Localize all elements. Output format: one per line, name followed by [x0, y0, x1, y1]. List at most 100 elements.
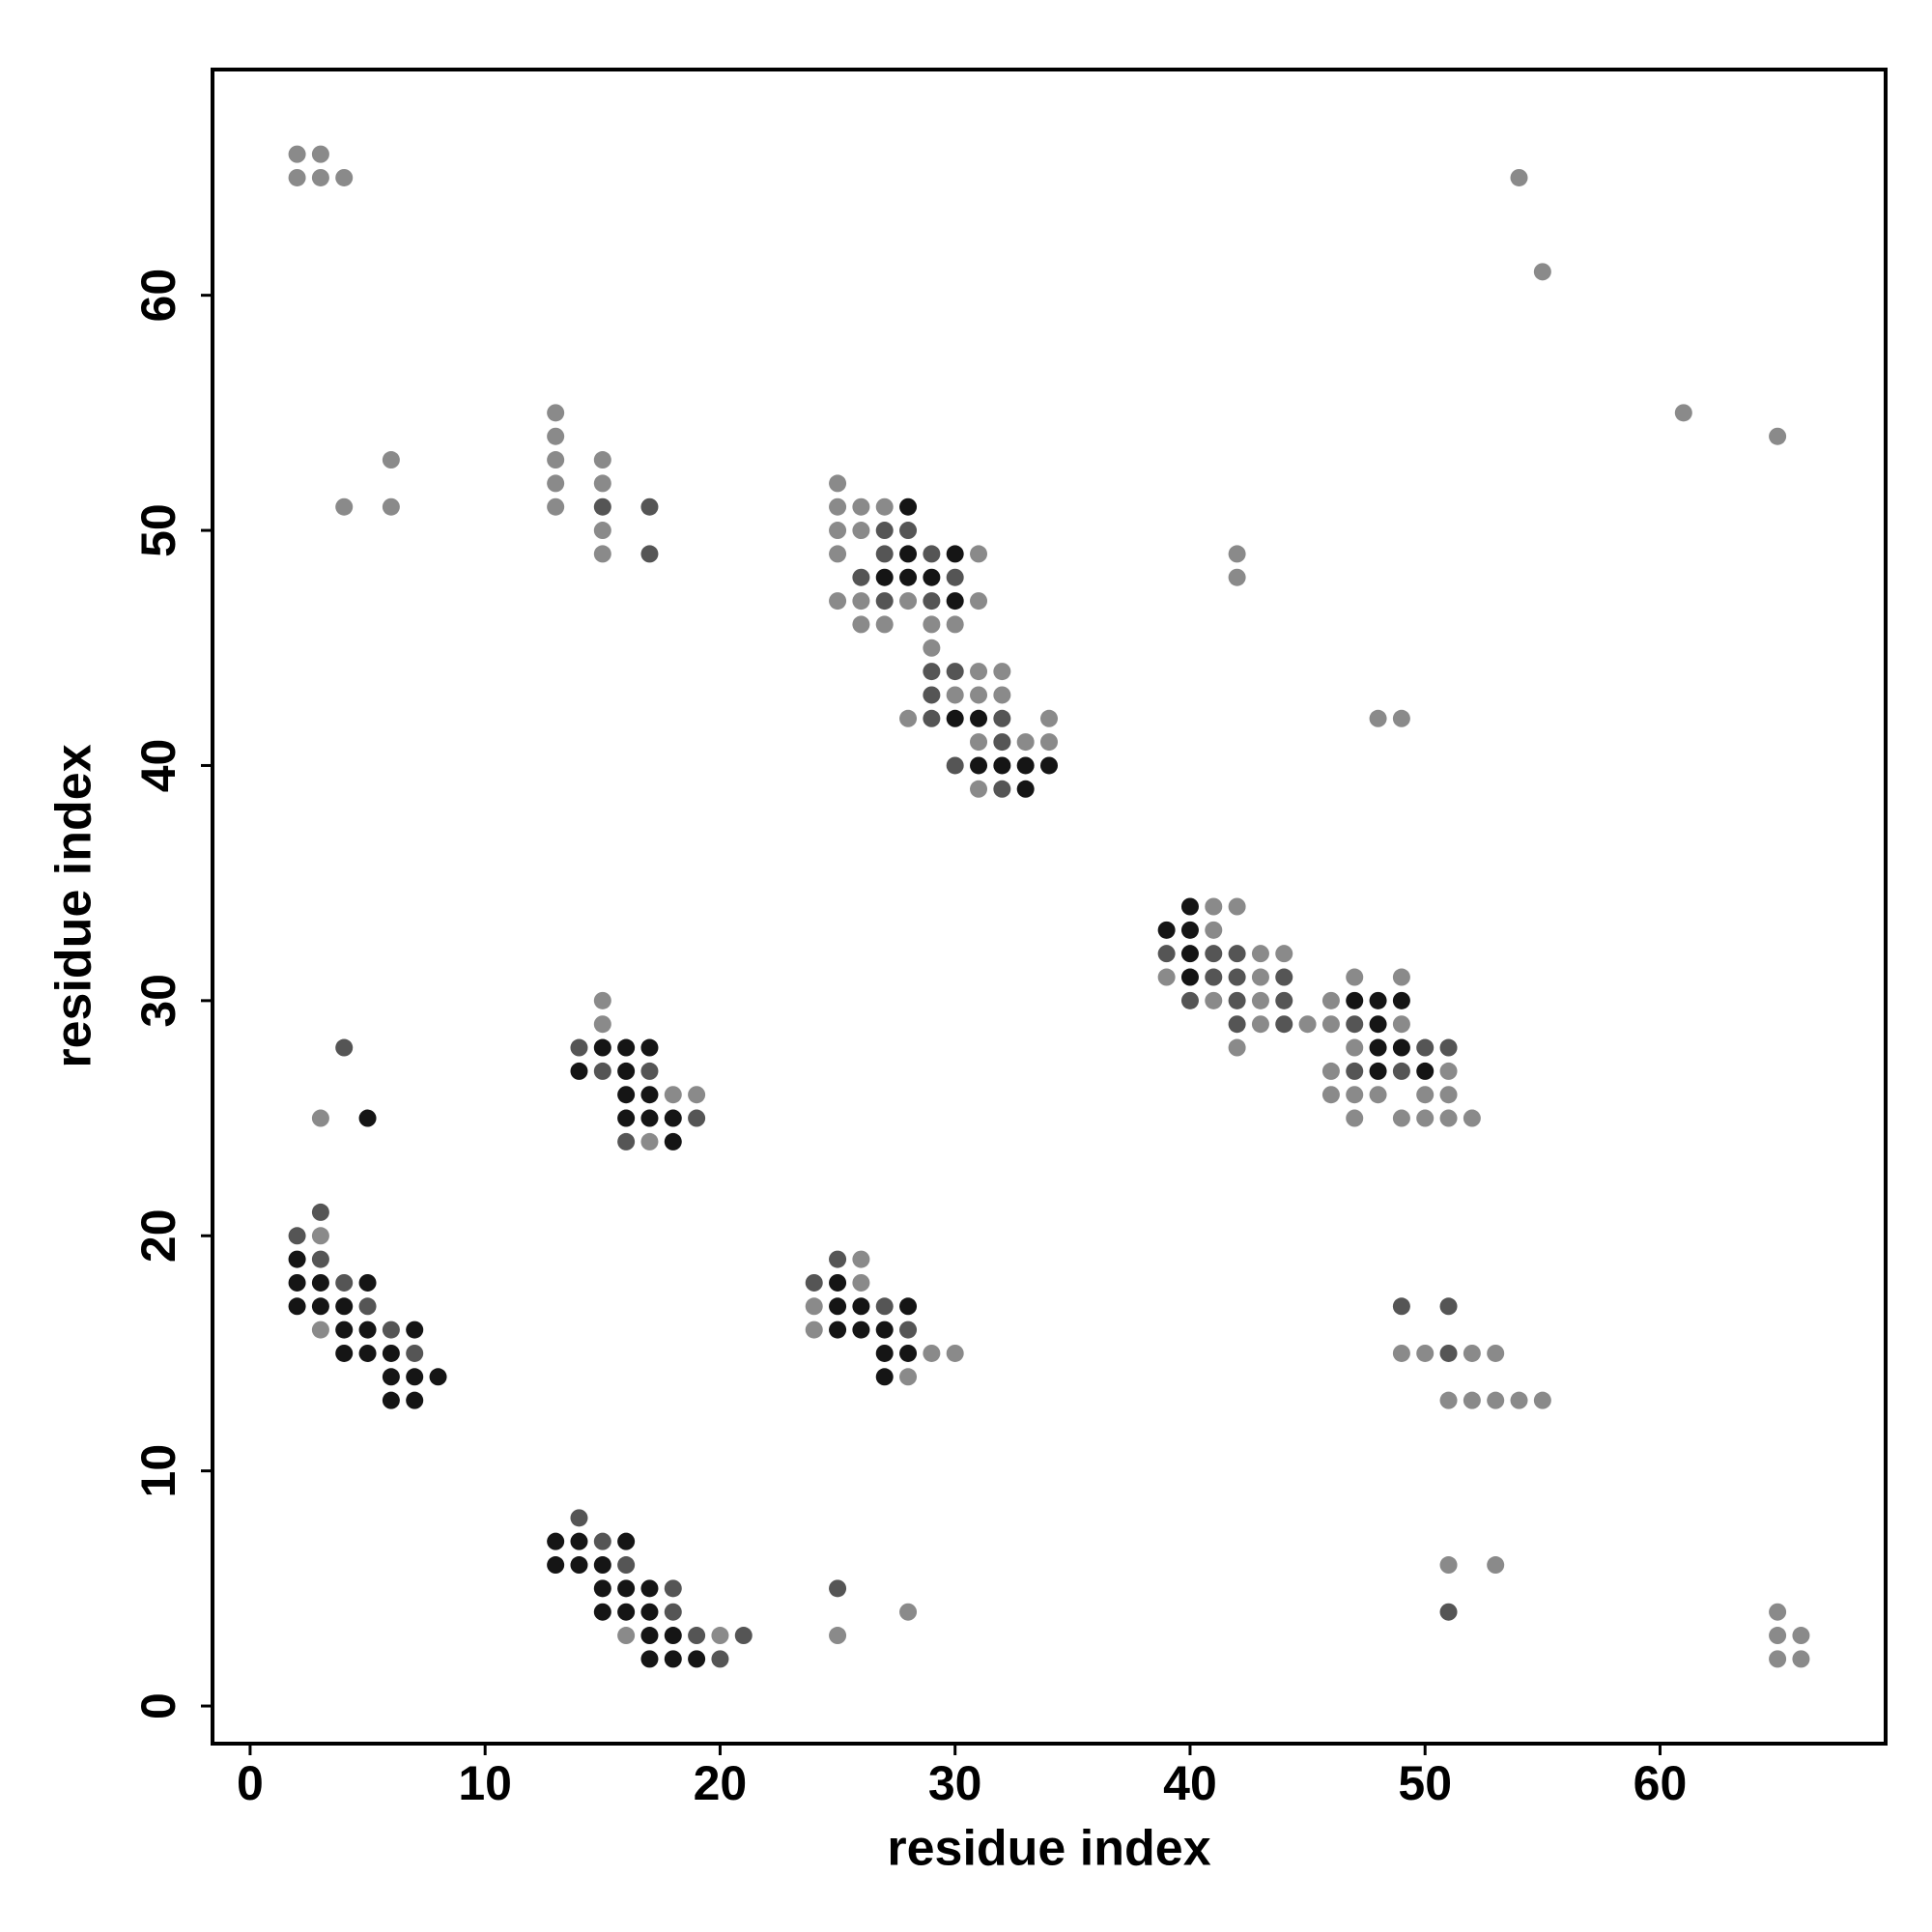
point [1040, 709, 1058, 727]
point [946, 686, 964, 704]
point [406, 1391, 424, 1409]
point [688, 1109, 706, 1127]
point [1346, 1109, 1364, 1127]
point [1439, 1086, 1458, 1104]
point [852, 1321, 870, 1339]
point [358, 1109, 377, 1127]
point [899, 1344, 918, 1362]
point [547, 427, 565, 445]
point [875, 592, 894, 611]
point [1416, 1062, 1435, 1080]
point [335, 1038, 354, 1057]
point [358, 1297, 377, 1316]
point [1321, 991, 1340, 1009]
point [875, 497, 894, 516]
x-tick-label: 30 [928, 1756, 982, 1810]
point [1228, 545, 1246, 563]
point [852, 1273, 870, 1292]
point [1416, 1086, 1435, 1104]
point [993, 686, 1011, 704]
point [852, 568, 870, 586]
point [1205, 968, 1223, 986]
point [829, 592, 847, 611]
point [1510, 1391, 1528, 1409]
point [734, 1627, 753, 1645]
point [335, 168, 354, 186]
point [993, 663, 1011, 681]
point [593, 522, 611, 540]
point [1275, 945, 1293, 963]
point [1275, 1015, 1293, 1034]
point [429, 1368, 447, 1386]
point [1439, 1344, 1458, 1362]
point [1228, 1038, 1246, 1057]
point [1180, 991, 1199, 1009]
point [1275, 991, 1293, 1009]
point [640, 1086, 659, 1104]
point [1321, 1062, 1340, 1080]
point [335, 1321, 354, 1339]
point [311, 1321, 329, 1339]
point [711, 1627, 729, 1645]
point [946, 663, 964, 681]
point [640, 1038, 659, 1057]
point [288, 1227, 306, 1245]
point [1228, 1015, 1246, 1034]
point [946, 568, 964, 586]
point [664, 1086, 682, 1104]
point [923, 568, 941, 586]
point [311, 1297, 329, 1316]
point [970, 709, 988, 727]
point [688, 1650, 706, 1668]
point [875, 1344, 894, 1362]
point [664, 1650, 682, 1668]
point [1228, 945, 1246, 963]
point [664, 1627, 682, 1645]
point [1392, 1297, 1410, 1316]
point [593, 1062, 611, 1080]
point [617, 1086, 636, 1104]
point [547, 474, 565, 493]
point [640, 1109, 659, 1127]
point [923, 686, 941, 704]
y-tick-label: 30 [131, 974, 185, 1028]
point [664, 1579, 682, 1598]
point [1392, 709, 1410, 727]
x-tick-label: 60 [1634, 1756, 1688, 1810]
point [1439, 1391, 1458, 1409]
point [1392, 1344, 1410, 1362]
point [382, 1368, 400, 1386]
point [1392, 968, 1410, 986]
point [1346, 1062, 1364, 1080]
point [640, 1132, 659, 1151]
point [288, 1297, 306, 1316]
point [570, 1556, 588, 1575]
point [1533, 263, 1551, 281]
point [593, 474, 611, 493]
point [593, 497, 611, 516]
point [1392, 991, 1410, 1009]
point [1769, 427, 1787, 445]
point [1392, 1109, 1410, 1127]
y-tick-label: 20 [131, 1208, 185, 1263]
point [970, 780, 988, 798]
point [1369, 1062, 1387, 1080]
point [593, 1579, 611, 1598]
point [1416, 1344, 1435, 1362]
point [617, 1532, 636, 1550]
point [993, 709, 1011, 727]
point [1016, 756, 1035, 775]
point [311, 168, 329, 186]
point [593, 451, 611, 469]
point [617, 1627, 636, 1645]
point [1392, 1015, 1410, 1034]
point [311, 1227, 329, 1245]
point [829, 1321, 847, 1339]
point [946, 1344, 964, 1362]
point [335, 497, 354, 516]
point [1463, 1391, 1481, 1409]
point [1346, 991, 1364, 1009]
point [664, 1109, 682, 1127]
point [899, 1368, 918, 1386]
point [1416, 1109, 1435, 1127]
